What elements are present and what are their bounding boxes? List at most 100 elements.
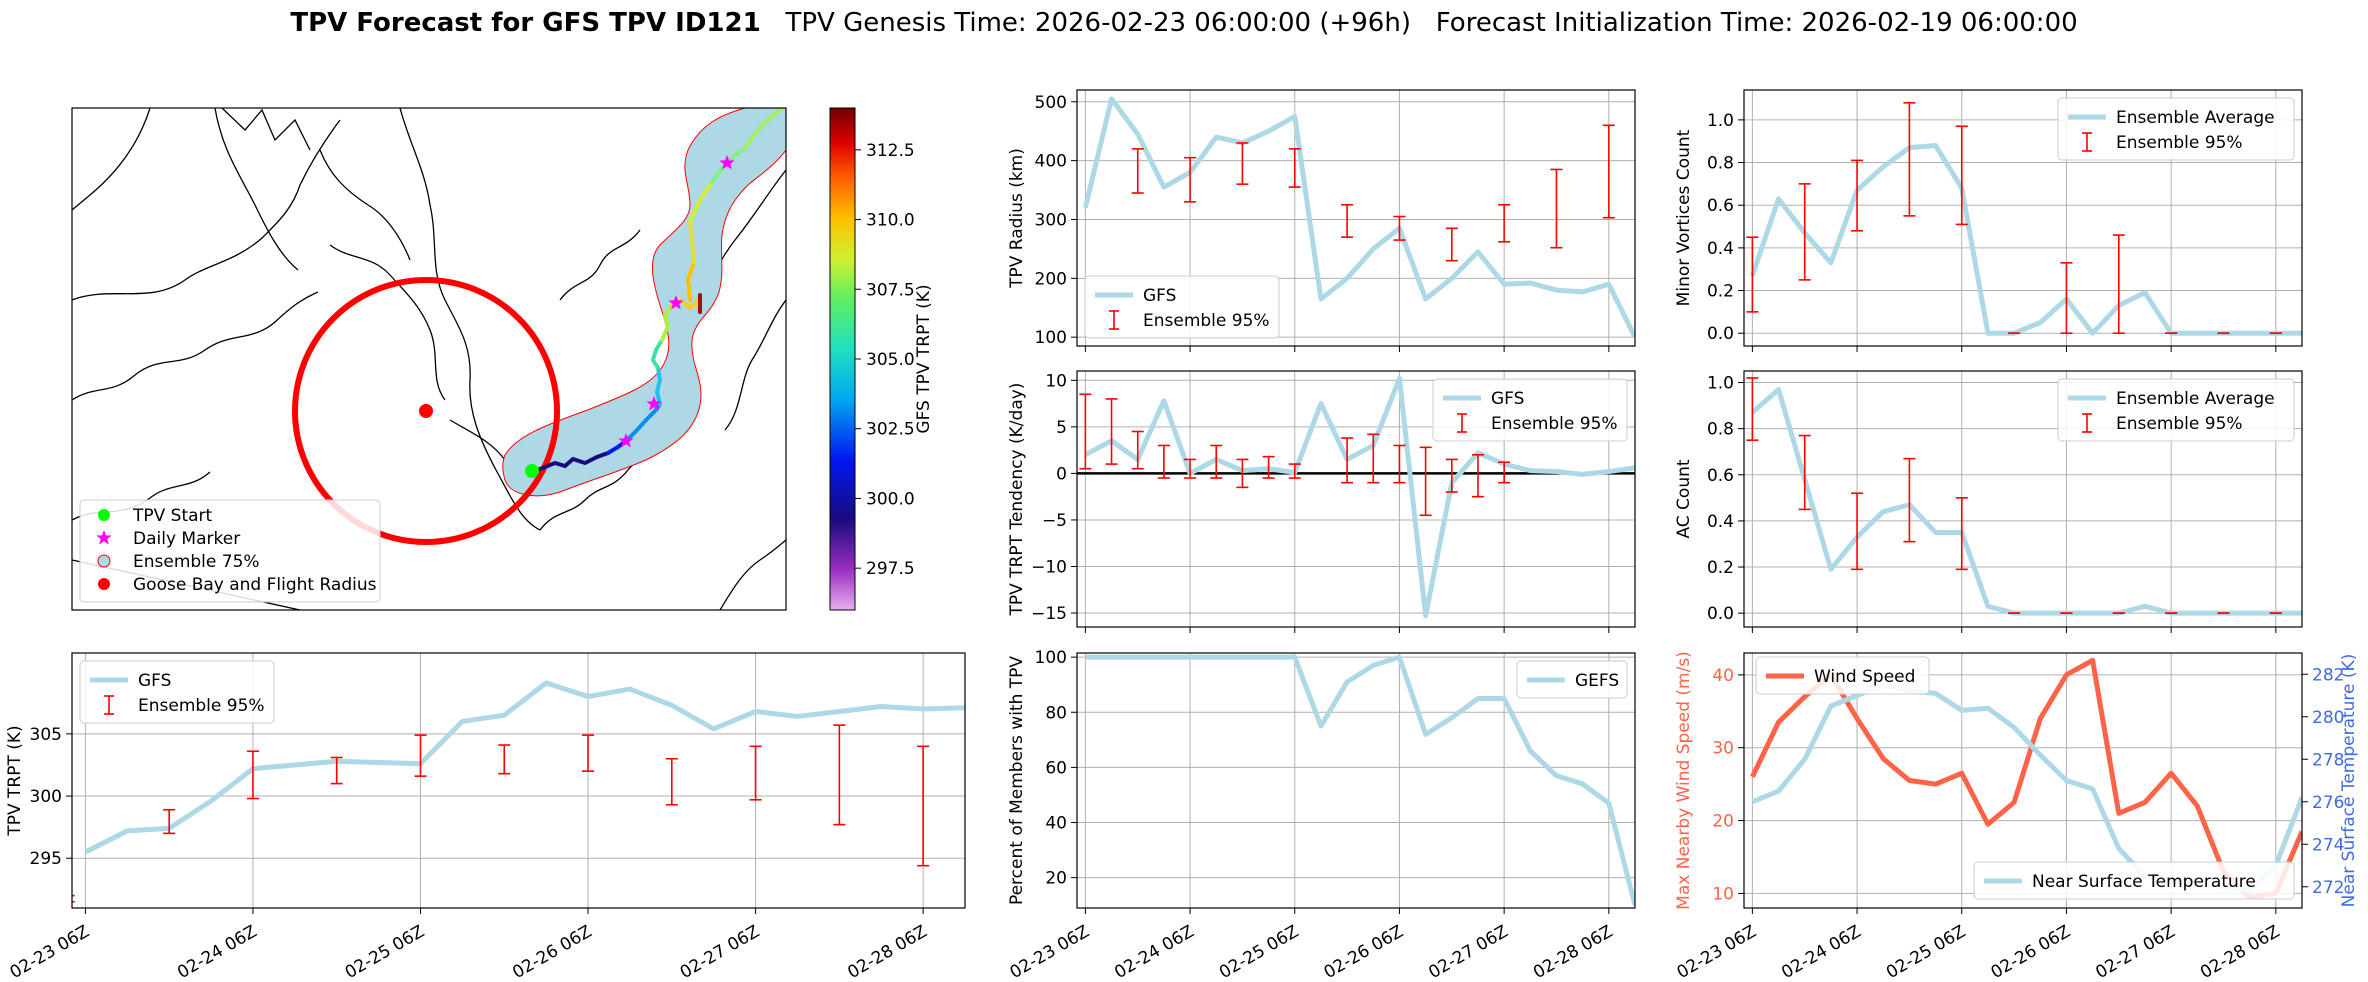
legend: Near Surface Temperature: [1973, 861, 2295, 900]
ensemble-error-bar: [749, 745, 762, 801]
y-axis-label: Minor Vortices Count: [1674, 129, 1694, 306]
ensemble-error-bar: [1131, 430, 1144, 470]
tpv-start-icon: [98, 509, 110, 521]
chart-minor: 0.0 0.2 0.4 0.6 0.8 1.0 Minor Vortices Count En…: [1674, 89, 2303, 352]
plot-content: [1082, 96, 1635, 339]
legend: Wind Speed: [1755, 656, 1930, 695]
y2-tick-label: 274: [2312, 835, 2344, 855]
ensemble-error-bar: [1903, 102, 1916, 217]
colorbar-tick-label: 302.5: [866, 420, 915, 440]
y-tick-label: 305: [30, 725, 62, 745]
legend-errorbar-swatch: [2082, 132, 2092, 152]
y-tick-label: 0.8: [1707, 420, 1734, 440]
y-tick-label: 20: [1712, 812, 1734, 832]
ensemble-error-bar: [1236, 458, 1249, 489]
goose-bay-icon: [98, 578, 110, 590]
legend: GFS Ensemble 95%: [1084, 275, 1280, 339]
x-tick-label: 02-28 06Z: [2197, 922, 2283, 982]
plot-frame: [1743, 89, 2303, 347]
x-tick-label: 02-26 06Z: [1988, 922, 2074, 982]
ensemble-error-bar: [1262, 455, 1275, 479]
legend-label: GFS: [138, 671, 171, 691]
y2-tick-label: 282: [2312, 665, 2344, 685]
chart-ac: 0.0 0.2 0.4 0.6 0.8 1.0 AC Count Ensemble Avera…: [1674, 370, 2303, 633]
goose-bay-flight-radius: [292, 277, 560, 545]
ensemble-error-bar: [1341, 437, 1354, 484]
plot-frame: [1076, 370, 1636, 628]
ensemble-error-bar: [1210, 444, 1223, 479]
legend: Ensemble Average Ensemble 95%: [2057, 378, 2295, 442]
legend-label: Near Surface Temperature: [2032, 872, 2256, 892]
ensemble-error-bar: [665, 757, 678, 806]
y-tick-label: 20: [1045, 869, 1067, 889]
y-tick-label: 10: [1712, 884, 1734, 904]
ensemble-error-bar: [1341, 203, 1354, 238]
ensemble-error-bar: [1746, 236, 1759, 313]
y-tick-label: 0.2: [1707, 558, 1734, 578]
x-tick-label: 02-27 06Z: [1425, 922, 1511, 982]
y-tick-label: 100: [1035, 328, 1067, 348]
map-legend-label: Goose Bay and Flight Radius: [133, 575, 377, 595]
ensemble-error-bar: [414, 734, 427, 777]
y-tick-label: 300: [30, 787, 62, 807]
colorbar-tick-label: 310.0: [866, 211, 915, 231]
plot-content: [72, 680, 965, 903]
legend-errorbar-swatch: [104, 695, 114, 715]
ensemble-error-bar: [2112, 234, 2125, 335]
ensemble-error-bar: [1602, 124, 1615, 219]
x-tick-label: 02-25 06Z: [1216, 922, 1302, 982]
ensemble-error-bar: [1131, 148, 1144, 194]
ensemble-error-bar: [163, 808, 176, 835]
ensemble-error-bar: [1288, 148, 1301, 188]
ensemble-error-bar: [1471, 453, 1484, 498]
colorbar-tick-label: 307.5: [866, 280, 915, 300]
ensemble-error-bar: [1903, 457, 1916, 543]
y-tick-label: 0.2: [1707, 282, 1734, 302]
legend: GFS Ensemble 95%: [1432, 378, 1628, 442]
map-legend: TPV Start Daily Marker Ensemble 75% Goos…: [79, 499, 381, 603]
plot-frame: [71, 652, 966, 909]
ensemble-75-icon: [97, 554, 111, 568]
y2-tick-label: 280: [2312, 708, 2344, 728]
y-axis-label: TPV TRPT Tendency (K/day): [1007, 383, 1027, 617]
plot-frame: [1076, 652, 1636, 909]
y-tick-label: 300: [1035, 210, 1067, 230]
map-legend-label: Ensemble 75%: [133, 552, 260, 572]
legend-frame: [1084, 275, 1280, 339]
ensemble-error-bar: [1445, 227, 1458, 262]
plot-frame: [1076, 89, 1636, 347]
x-tick-label: 02-26 06Z: [509, 922, 595, 982]
legend-errorbar-swatch: [2082, 413, 2092, 433]
ensemble-error-bar: [1550, 168, 1563, 249]
y2-tick-label: 278: [2312, 750, 2344, 770]
ensemble-error-bar: [1079, 393, 1092, 470]
chart-tendency: −15 −10 −5 0 5 10 TPV TRPT Tendency (K/day) GFS…: [1007, 370, 1636, 633]
legend-label: Ensemble Average: [2116, 389, 2275, 409]
ensemble-error-bar: [1236, 142, 1249, 185]
chart-radius: 100 200 300 400 500 TPV Radius (km) GFS Ensembl…: [1007, 89, 1636, 352]
legend-frame: [1432, 378, 1628, 442]
y-tick-label: 10: [1045, 371, 1067, 391]
legend-frame: [2057, 378, 2295, 442]
map-features: [72, 108, 786, 610]
colorbar: GFS TPV TRPT (K) 297.5 300.0 302.5 305.0 307…: [829, 107, 934, 611]
y-tick-label: −10: [1031, 557, 1067, 577]
legend-label: GFS: [1491, 389, 1524, 409]
ensemble-error-bar: [1851, 492, 1864, 571]
ensemble-error-bar: [1105, 398, 1118, 465]
ensemble-error-bar: [1393, 215, 1406, 241]
x-tick-label: 02-27 06Z: [677, 922, 763, 982]
series-line-wind-speed: [1750, 657, 2302, 900]
ensemble-error-bar: [1184, 156, 1197, 203]
ensemble-error-bar: [917, 745, 930, 867]
ensemble-error-bar: [1955, 497, 1968, 571]
plot-content: [1085, 654, 1635, 906]
x-tick-label: 02-25 06Z: [1883, 922, 1969, 982]
y-tick-label: 30: [1712, 739, 1734, 759]
colorbar-tick-label: 297.5: [866, 559, 915, 579]
ensemble-error-bar: [1367, 433, 1380, 484]
x-tick-label: 02-24 06Z: [1111, 922, 1197, 982]
series-line-gefs: [1085, 654, 1635, 906]
legend-label: Ensemble 95%: [1143, 311, 1270, 331]
